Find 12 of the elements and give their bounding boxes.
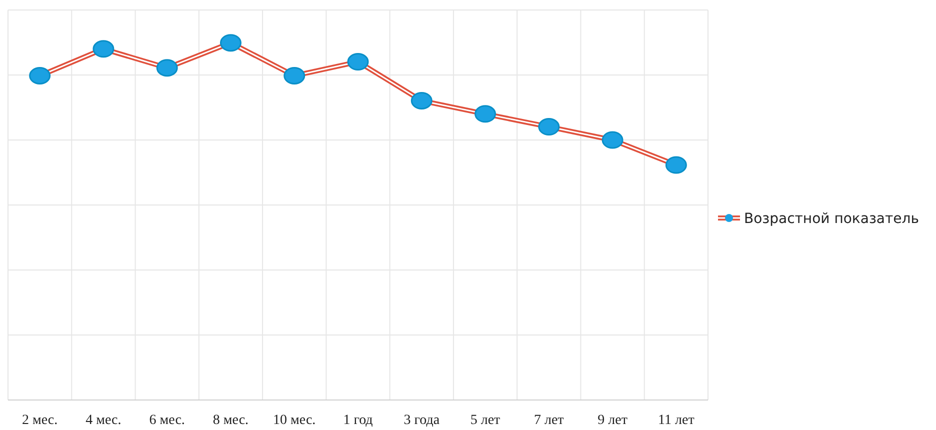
x-tick-label: 7 лет — [534, 413, 564, 428]
x-tick-label: 9 лет — [598, 413, 628, 428]
legend-label: Возрастной показатель — [744, 211, 919, 227]
x-tick-label: 11 лет — [658, 413, 694, 428]
x-tick-label: 5 лет — [470, 413, 500, 428]
x-tick-label: 6 мес. — [149, 413, 185, 428]
x-tick-label: 1 год — [343, 413, 373, 428]
x-tick-label: 4 мес. — [86, 413, 122, 428]
x-tick-label: 10 мес. — [273, 413, 316, 428]
x-tick-label: 3 года — [404, 413, 440, 428]
x-tick-label: 2 мес. — [22, 413, 58, 428]
x-tick-label: 8 мес. — [212, 413, 249, 428]
